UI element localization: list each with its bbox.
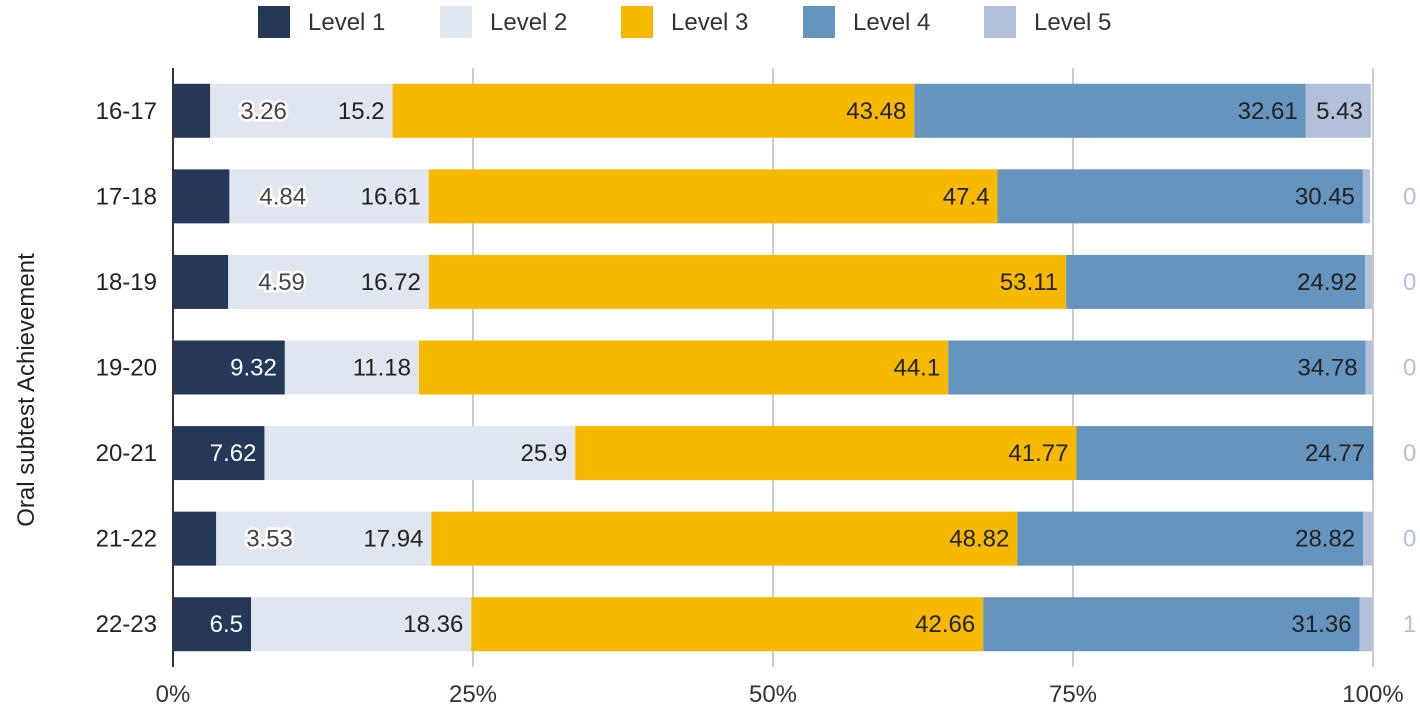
bar-segment — [419, 340, 949, 395]
value-label: 16.72 — [361, 269, 421, 296]
bar-segment — [428, 254, 1067, 309]
bar-segment — [575, 426, 1077, 481]
bar-segment — [216, 511, 432, 566]
value-label-outside: 0 — [1403, 526, 1416, 553]
value-label: 28.82 — [1295, 526, 1355, 553]
legend-swatch — [984, 6, 1016, 38]
value-label: 25.9 — [521, 440, 568, 467]
value-label: 9.32 — [230, 355, 277, 382]
value-label: 15.2 — [338, 98, 385, 125]
value-label: 17.94 — [363, 526, 423, 553]
value-labels: 15.2 3.26 43.48 32.61 5.43 16.61 4.84 47.4 30.45… — [210, 95, 1417, 638]
legend-swatch — [258, 6, 290, 38]
x-tick-label: 50% — [749, 681, 797, 708]
legend: Level 1 Level 2 Level 3 Level 4 Level 5 — [258, 6, 1111, 38]
value-label: 5.43 — [1316, 98, 1363, 125]
value-label: 34.78 — [1297, 355, 1357, 382]
value-label-outside: 0 — [1403, 269, 1416, 296]
value-label: 18.36 — [403, 611, 463, 638]
bar-segment — [983, 597, 1360, 652]
legend-swatch — [803, 6, 835, 38]
value-label: 7.62 — [210, 440, 257, 467]
value-label: 24.92 — [1297, 269, 1357, 296]
bar-segment — [471, 597, 984, 652]
bar-segment — [948, 340, 1366, 395]
legend-label: Level 1 — [308, 9, 385, 36]
legend-label: Level 4 — [853, 9, 930, 36]
bar-segment — [284, 340, 419, 395]
axes: Oral subtest Achievement 0% 25% 50% 75% 100%… — [13, 98, 1404, 708]
value-label: 6.5 — [210, 611, 243, 638]
x-tick-label: 100% — [1342, 681, 1403, 708]
value-label-outside: 3.53 — [246, 526, 293, 553]
value-label: 11.18 — [353, 355, 411, 382]
bar-segment — [1363, 511, 1373, 566]
value-label: 53.11 — [1000, 269, 1058, 296]
y-axis-title: Oral subtest Achievement — [13, 253, 40, 527]
value-label: 24.77 — [1305, 440, 1365, 467]
y-category-label: 19-20 — [96, 355, 157, 382]
value-label: 44.1 — [893, 355, 940, 382]
value-label: 31.36 — [1291, 611, 1351, 638]
y-category-label: 22-23 — [96, 611, 157, 638]
y-category-label: 20-21 — [96, 440, 157, 467]
y-category-label: 18-19 — [96, 269, 157, 296]
bar-segment — [173, 597, 251, 652]
bar-segment — [1305, 83, 1371, 138]
value-label-outside: 0 — [1403, 183, 1416, 210]
bar-segment — [264, 426, 576, 481]
legend-label: Level 2 — [490, 9, 567, 36]
bar-segment — [1017, 511, 1364, 566]
bar-segment — [428, 169, 998, 224]
legend-label: Level 5 — [1034, 9, 1111, 36]
bar-segment — [1365, 254, 1373, 309]
x-tick-label: 25% — [449, 681, 497, 708]
legend-label: Level 3 — [671, 9, 748, 36]
bar-segment — [1359, 597, 1373, 652]
bar-segment — [229, 169, 429, 224]
bar-segment — [1362, 169, 1371, 224]
y-category-label: 21-22 — [96, 526, 157, 553]
bar-segment — [251, 597, 472, 652]
value-label: 43.48 — [846, 98, 906, 125]
bar-segment — [392, 83, 915, 138]
bar-segment — [1365, 340, 1373, 395]
value-label-outside: 1 — [1403, 611, 1416, 638]
value-label-outside: 4.84 — [259, 183, 306, 210]
bar-segment — [173, 340, 285, 395]
bar-segment — [997, 169, 1363, 224]
y-category-label: 16-17 — [96, 98, 157, 125]
value-label: 41.77 — [1008, 440, 1068, 467]
value-label: 16.61 — [361, 183, 421, 210]
bar-segment — [173, 426, 265, 481]
value-label: 47.4 — [943, 183, 990, 210]
value-label-outside: 0 — [1403, 440, 1416, 467]
bar-segment — [914, 83, 1306, 138]
legend-swatch — [440, 6, 472, 38]
y-category-label: 17-18 — [96, 183, 157, 210]
value-label: 42.66 — [915, 611, 975, 638]
legend-swatch — [621, 6, 653, 38]
value-label: 30.45 — [1295, 183, 1355, 210]
bar-segment — [210, 83, 393, 138]
bar-segment — [431, 511, 1018, 566]
value-label-outside: 3.26 — [240, 98, 287, 125]
bar-segment — [1076, 426, 1373, 481]
value-label-outside: 4.59 — [258, 269, 305, 296]
x-tick-label: 75% — [1049, 681, 1097, 708]
bars — [173, 83, 1373, 652]
value-label: 48.82 — [949, 526, 1009, 553]
x-tick-label: 0% — [156, 681, 191, 708]
bar-segment — [173, 169, 230, 224]
bar-segment — [173, 254, 229, 309]
value-label: 32.61 — [1238, 98, 1298, 125]
bar-segment — [1066, 254, 1366, 309]
bar-segment — [173, 83, 211, 138]
bar-segment — [173, 511, 217, 566]
value-label-outside: 0 — [1403, 355, 1416, 382]
bar-segment — [228, 254, 429, 309]
